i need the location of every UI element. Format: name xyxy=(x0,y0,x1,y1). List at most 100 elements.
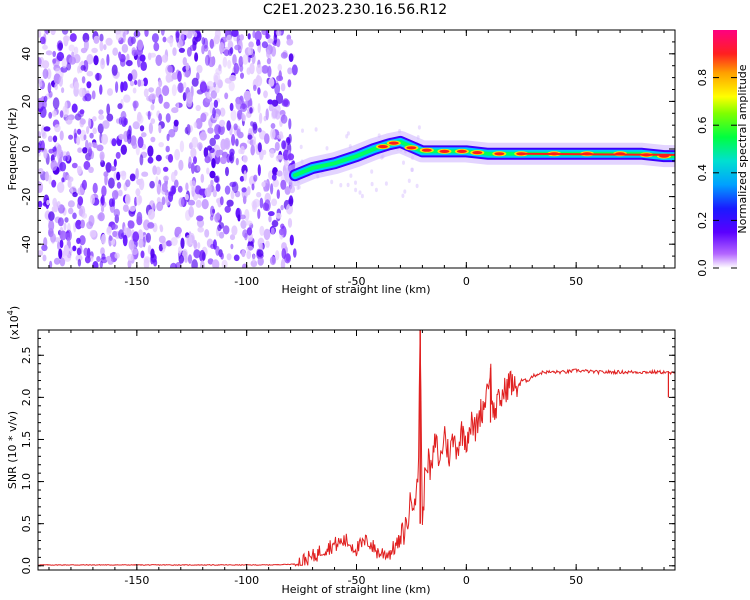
noise-speckle xyxy=(407,178,411,183)
noise-speckle xyxy=(86,221,93,230)
noise-speckle xyxy=(92,116,97,122)
noise-speckle xyxy=(140,61,147,71)
noise-speckle xyxy=(52,58,57,64)
x-tick-label: -50 xyxy=(348,275,366,288)
noise-speckle xyxy=(51,179,57,188)
noise-speckle xyxy=(250,144,255,156)
noise-speckle xyxy=(226,253,232,261)
noise-speckle xyxy=(196,215,204,222)
noise-speckle xyxy=(39,80,43,88)
noise-speckle xyxy=(219,42,225,54)
noise-speckle xyxy=(349,173,353,178)
noise-speckle xyxy=(195,104,201,112)
noise-speckle xyxy=(132,121,140,130)
noise-speckle xyxy=(155,176,159,188)
noise-speckle xyxy=(57,217,64,227)
colorbar-gradient xyxy=(713,30,737,268)
noise-speckle xyxy=(83,160,91,170)
noise-speckle xyxy=(86,81,92,89)
noise-speckle xyxy=(48,211,55,221)
noise-speckle xyxy=(275,250,280,261)
signal-peak xyxy=(388,141,399,145)
noise-speckle xyxy=(111,64,118,76)
noise-speckle xyxy=(253,174,258,182)
noise-speckle xyxy=(204,187,212,198)
noise-speckle xyxy=(98,109,104,115)
noise-speckle xyxy=(271,173,277,181)
noise-speckle xyxy=(91,90,96,100)
noise-speckle xyxy=(171,84,177,97)
noise-speckle xyxy=(65,232,71,240)
noise-speckle xyxy=(240,72,244,79)
noise-speckle xyxy=(163,166,169,172)
noise-speckle xyxy=(122,204,129,212)
noise-speckle xyxy=(116,171,121,181)
noise-speckle xyxy=(68,56,76,65)
noise-speckle xyxy=(172,47,177,56)
noise-speckle xyxy=(288,118,292,130)
noise-speckle xyxy=(136,114,144,124)
noise-speckle xyxy=(263,228,271,241)
noise-speckle xyxy=(183,81,187,89)
noise-speckle xyxy=(242,195,247,205)
noise-speckle xyxy=(58,248,63,260)
noise-speckle xyxy=(209,38,214,49)
noise-speckle xyxy=(52,97,60,110)
noise-speckle xyxy=(239,175,245,182)
noise-speckle xyxy=(215,149,220,158)
x-tick-label: 0 xyxy=(463,574,470,587)
x-tick-label: -100 xyxy=(234,275,259,288)
noise-speckle xyxy=(254,30,262,42)
noise-speckle xyxy=(200,260,205,268)
noise-speckle xyxy=(106,113,114,122)
noise-speckle xyxy=(108,198,114,208)
noise-speckle xyxy=(188,206,194,218)
noise-speckle xyxy=(270,227,275,235)
noise-speckle xyxy=(76,237,81,244)
noise-speckle xyxy=(91,47,98,54)
noise-speckle xyxy=(174,148,181,161)
noise-speckle xyxy=(71,51,75,58)
noise-speckle xyxy=(248,41,254,48)
noise-speckle xyxy=(230,190,235,200)
noise-speckle xyxy=(38,131,41,138)
noise-speckle xyxy=(101,185,107,197)
noise-speckle xyxy=(236,128,241,136)
y-tick-label: -40 xyxy=(20,235,33,253)
noise-speckle xyxy=(174,179,179,188)
noise-speckle xyxy=(226,120,231,131)
noise-speckle xyxy=(73,46,79,55)
noise-speckle xyxy=(58,76,63,87)
noise-speckle xyxy=(93,55,99,66)
noise-speckle xyxy=(55,67,61,74)
noise-speckle xyxy=(247,33,251,40)
x-tick-label: 0 xyxy=(463,275,470,288)
noise-speckle xyxy=(161,54,169,63)
noise-speckle xyxy=(168,191,174,203)
noise-speckle xyxy=(282,98,289,106)
noise-speckle xyxy=(61,177,65,183)
noise-speckle xyxy=(246,250,252,260)
noise-speckle xyxy=(193,249,201,259)
noise-speckle xyxy=(155,54,163,67)
noise-speckle xyxy=(259,197,264,209)
noise-speckle xyxy=(158,79,163,88)
noise-speckle xyxy=(96,256,101,262)
noise-speckle xyxy=(276,134,284,140)
noise-speckle xyxy=(209,170,216,179)
noise-speckle xyxy=(346,182,350,188)
noise-speckle xyxy=(141,132,147,138)
noise-speckle xyxy=(75,220,82,226)
noise-speckle xyxy=(193,31,198,38)
noise-speckle xyxy=(110,166,117,172)
noise-speckle xyxy=(258,242,264,252)
noise-speckle xyxy=(271,198,278,207)
noise-speckle xyxy=(96,72,100,81)
noise-speckle xyxy=(185,234,193,247)
noise-speckle xyxy=(63,244,69,256)
noise-speckle xyxy=(209,137,216,147)
noise-speckle xyxy=(57,181,65,193)
noise-speckle xyxy=(188,156,192,168)
noise-speckle xyxy=(115,151,121,159)
noise-speckle xyxy=(278,228,285,236)
